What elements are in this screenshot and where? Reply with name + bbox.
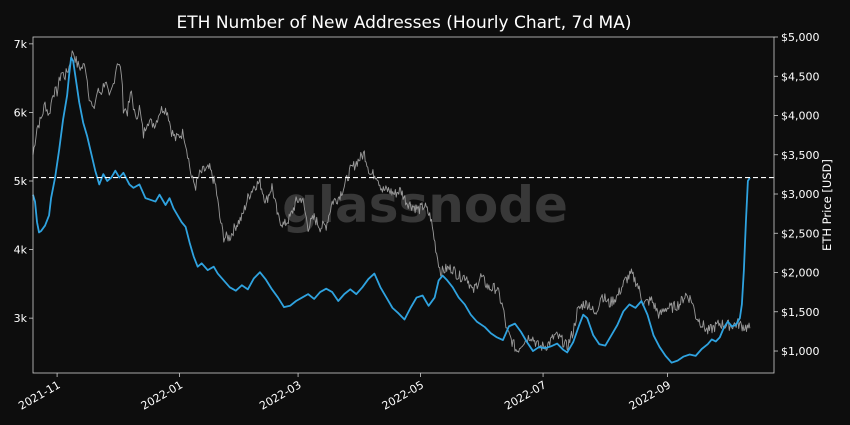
left-tick-label: 3k xyxy=(14,312,28,325)
left-tick-label: 5k xyxy=(14,175,28,188)
left-tick-label: 7k xyxy=(14,38,28,51)
plot-area xyxy=(32,50,774,364)
left-tick-label: 4k xyxy=(14,244,28,257)
series-line-new-addresses xyxy=(32,56,751,364)
left-axis: 3k 4k 5k 6k 7k xyxy=(14,38,33,325)
right-tick-label: $4,000 xyxy=(781,110,820,123)
right-axis: $1,000 $1,500 $2,000 $2,500 $3,000 $3,500 $4,0… xyxy=(774,31,820,358)
right-tick-label: $2,000 xyxy=(781,267,820,280)
plot-frame xyxy=(32,36,775,374)
right-tick-label: $1,500 xyxy=(781,306,820,319)
right-tick-label: $4,500 xyxy=(781,70,820,83)
right-tick-label: $3,000 xyxy=(781,188,820,201)
right-tick-label: $1,000 xyxy=(781,345,820,358)
left-tick-label: 6k xyxy=(14,106,28,119)
right-tick-label: $5,000 xyxy=(781,31,820,44)
right-axis-label: ETH Price [USD] xyxy=(820,159,834,251)
chart-title: ETH Number of New Addresses (Hourly Char… xyxy=(177,13,632,33)
series-line-eth-price xyxy=(32,50,751,353)
right-tick-label: $2,500 xyxy=(781,227,820,240)
right-tick-label: $3,500 xyxy=(781,149,820,162)
